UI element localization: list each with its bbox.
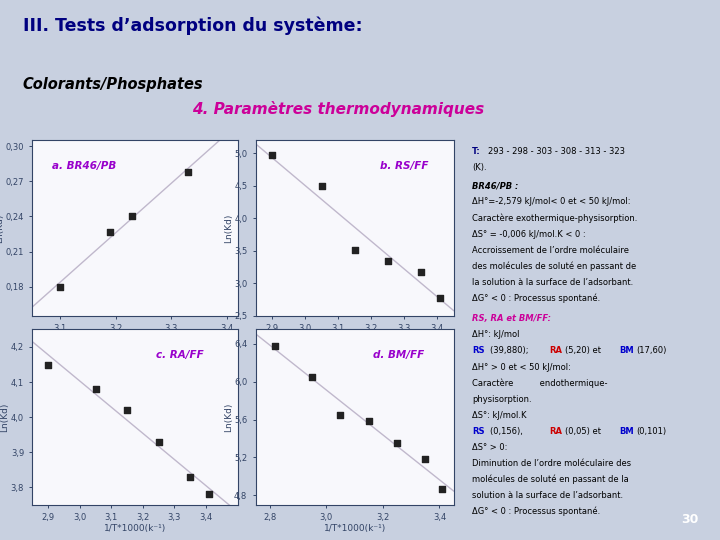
Text: ΔS°: kJ/mol.K: ΔS°: kJ/mol.K (472, 410, 526, 420)
Point (335, 410, 346, 419)
Text: Accroissement de l’ordre moléculaire: Accroissement de l’ordre moléculaire (472, 246, 629, 254)
X-axis label: 1/T*1000(k⁻¹): 1/T*1000(k⁻¹) (323, 335, 386, 343)
Point (122, 406, 133, 415)
Point (316, 181, 328, 190)
Point (90, 385, 102, 394)
Text: RS: RS (472, 427, 485, 436)
Text: RA: RA (549, 427, 562, 436)
Text: (0,101): (0,101) (636, 427, 666, 436)
Text: Caractère exothermique-physisorption.: Caractère exothermique-physisorption. (472, 213, 637, 223)
Text: ΔG° < 0 : Processus spontané.: ΔG° < 0 : Processus spontané. (472, 294, 600, 303)
Text: (5,20) et: (5,20) et (565, 347, 603, 355)
Point (420, 455, 431, 464)
Text: (17,60): (17,60) (636, 347, 666, 355)
X-axis label: 1/T*1000(k⁻¹): 1/T*1000(k⁻¹) (104, 524, 166, 532)
Y-axis label: Ln(Kd): Ln(Kd) (224, 213, 233, 243)
Text: III. Tests d’adsorption du système:: III. Tests d’adsorption du système: (23, 17, 363, 35)
Text: physisorption.: physisorption. (472, 395, 531, 403)
Text: a. BR46/PB: a. BR46/PB (52, 161, 116, 172)
Text: Diminution de l’ordre moléculaire des: Diminution de l’ordre moléculaire des (472, 458, 631, 468)
Point (348, 245, 360, 254)
Text: RS, RA et BM/FF:: RS, RA et BM/FF: (472, 314, 551, 323)
Text: ΔH°=-2,579 kJ/mol< 0 et < 50 kJ/mol:: ΔH°=-2,579 kJ/mol< 0 et < 50 kJ/mol: (472, 198, 630, 206)
Point (363, 417, 374, 426)
Point (307, 373, 318, 381)
Point (436, 484, 448, 493)
Text: BM: BM (620, 347, 634, 355)
Point (127, 212, 138, 221)
Text: ΔH°: kJ/mol: ΔH°: kJ/mol (472, 330, 519, 340)
Text: b. RS/FF: b. RS/FF (380, 161, 428, 172)
Text: Caractère          endothermique-: Caractère endothermique- (472, 379, 608, 388)
Text: 4. Paramètres thermodynamiques: 4. Paramètres thermodynamiques (192, 102, 485, 117)
Text: RS: RS (472, 347, 485, 355)
Text: BR46/PB :: BR46/PB : (472, 181, 518, 191)
Text: des molécules de soluté en passant de: des molécules de soluté en passant de (472, 261, 636, 271)
Point (55, 282, 66, 291)
Text: (K).: (K). (472, 163, 487, 172)
Point (415, 267, 426, 276)
Text: ΔS° > 0:: ΔS° > 0: (472, 443, 507, 451)
Text: RA: RA (549, 347, 562, 355)
Point (382, 256, 393, 265)
Text: Colorants/Phosphates: Colorants/Phosphates (22, 77, 203, 92)
Point (204, 490, 215, 499)
Text: (0,156),: (0,156), (490, 427, 526, 436)
Text: (39,880);: (39,880); (490, 347, 531, 355)
Text: solution à la surface de l’adsorbant.: solution à la surface de l’adsorbant. (472, 491, 623, 500)
Point (391, 439, 402, 448)
Y-axis label: Ln(Kd): Ln(Kd) (0, 402, 9, 432)
Text: BM: BM (620, 427, 634, 436)
Text: (0,05) et: (0,05) et (565, 427, 603, 436)
Text: ΔS° = -0,006 kJ/mol.K < 0 :: ΔS° = -0,006 kJ/mol.K < 0 : (472, 230, 585, 239)
Text: d. BM/FF: d. BM/FF (372, 350, 424, 361)
Point (266, 151, 278, 160)
Point (435, 294, 446, 302)
Text: ΔG° < 0 : Processus spontané.: ΔG° < 0 : Processus spontané. (472, 507, 600, 516)
Point (269, 341, 281, 350)
Text: T:: T: (472, 147, 481, 156)
Y-axis label: Ln(Kd): Ln(Kd) (0, 213, 4, 243)
Text: 30: 30 (680, 513, 698, 526)
Point (42, 360, 54, 369)
X-axis label: 1/T*1000(k⁻¹): 1/T*1000(k⁻¹) (323, 524, 386, 532)
Text: c. RA/FF: c. RA/FF (156, 350, 204, 361)
Point (182, 167, 194, 176)
Point (184, 472, 196, 481)
Text: 293 - 298 - 303 - 308 - 313 - 323: 293 - 298 - 303 - 308 - 313 - 323 (488, 147, 625, 156)
Text: ΔH° > 0 et < 50 kJ/mol:: ΔH° > 0 et < 50 kJ/mol: (472, 362, 571, 372)
Y-axis label: Ln(Kd): Ln(Kd) (224, 402, 233, 432)
X-axis label: 1/T*1000(k⁻¹): 1/T*1000(k⁻¹) (104, 335, 166, 343)
Text: la solution à la surface de l’adsorbant.: la solution à la surface de l’adsorbant. (472, 278, 633, 287)
Text: molécules de soluté en passant de la: molécules de soluté en passant de la (472, 475, 629, 484)
Point (153, 437, 164, 446)
Point (104, 227, 116, 236)
